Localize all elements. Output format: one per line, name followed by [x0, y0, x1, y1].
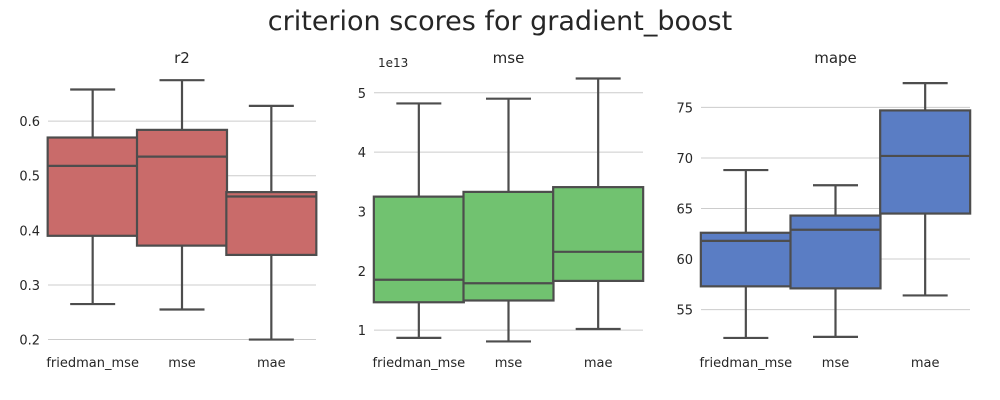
- box-friedman_mse: [699, 168, 792, 340]
- panel-title: mape: [814, 49, 857, 67]
- iqr-box: [372, 195, 465, 304]
- figure-title: criterion scores for gradient_boost: [268, 6, 732, 37]
- box-mae: [879, 82, 972, 297]
- x-tick-label: friedman_mse: [373, 356, 466, 371]
- y-tick-label: 70: [676, 152, 693, 167]
- box-mse: [135, 79, 229, 311]
- chart-panel-2: 55 60 65 70 75 mape friedman_mse mse mae: [676, 49, 972, 371]
- panels: 0.2 0.3 0.4 0.5 0.6 r2 friedman_mse mse mae 1 2 3 4 5…: [19, 49, 972, 371]
- y-tick-label: 0.5: [19, 170, 40, 185]
- iqr-box: [135, 128, 229, 247]
- y-tick-label: 55: [676, 304, 693, 319]
- box-mae: [225, 104, 318, 341]
- iqr-box: [225, 191, 318, 257]
- x-tick-label: mse: [822, 356, 849, 371]
- x-tick-label: mse: [168, 356, 195, 371]
- iqr-box: [46, 136, 139, 237]
- x-tick-label: mse: [495, 356, 522, 371]
- chart-panel-1: 1 2 3 4 5 mse 1e13 friedman_mse mse mae: [358, 49, 645, 371]
- panel-title: mse: [493, 49, 525, 67]
- y-tick-label: 1: [358, 324, 366, 339]
- y-tick-label: 2: [358, 265, 366, 280]
- y-tick-label: 0.4: [19, 224, 40, 239]
- y-tick-label: 60: [676, 253, 693, 268]
- box-friedman_mse: [46, 88, 139, 306]
- iqr-box: [552, 186, 645, 283]
- axis-offset-text: 1e13: [378, 56, 408, 70]
- iqr-box: [879, 109, 972, 215]
- iqr-box: [789, 214, 882, 290]
- x-tick-label: friedman_mse: [46, 356, 139, 371]
- y-tick-label: 5: [358, 87, 366, 102]
- y-tick-label: 3: [358, 205, 366, 220]
- panel-title: r2: [174, 49, 190, 67]
- box-friedman_mse: [372, 102, 465, 339]
- y-tick-label: 0.6: [19, 115, 40, 130]
- y-tick-label: 0.3: [19, 279, 40, 294]
- x-tick-label: mae: [257, 356, 286, 371]
- chart-panel-0: 0.2 0.3 0.4 0.5 0.6 r2 friedman_mse mse mae: [19, 49, 318, 371]
- y-tick-label: 0.2: [19, 334, 40, 349]
- y-tick-label: 75: [676, 101, 693, 116]
- x-tick-label: mae: [584, 356, 613, 371]
- x-tick-label: friedman_mse: [700, 356, 793, 371]
- y-tick-label: 4: [358, 146, 366, 161]
- x-tick-label: mae: [911, 356, 940, 371]
- box-mse: [789, 184, 882, 339]
- y-tick-label: 65: [676, 203, 693, 218]
- box-mae: [552, 77, 645, 331]
- box-mse: [462, 97, 555, 343]
